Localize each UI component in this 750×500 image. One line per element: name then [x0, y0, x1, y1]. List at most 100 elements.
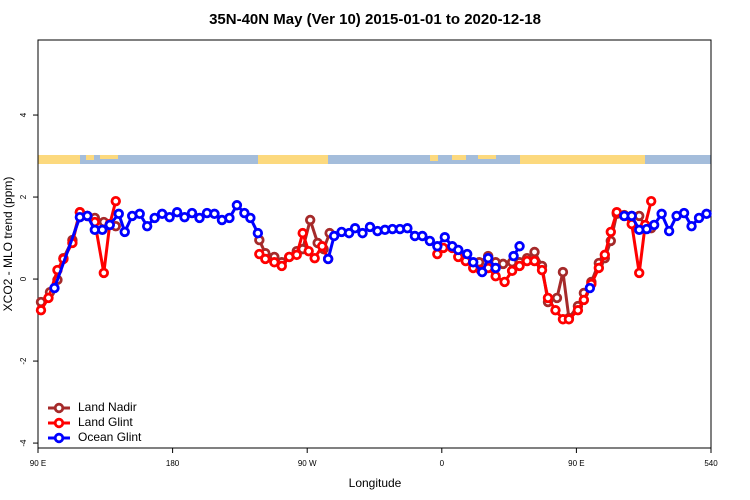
legend-marker — [53, 417, 65, 429]
legend-label: Ocean Glint — [78, 430, 142, 444]
point — [605, 226, 616, 238]
legend-marker — [53, 402, 65, 414]
point — [224, 212, 235, 224]
point — [529, 246, 540, 258]
point — [252, 227, 264, 239]
point — [656, 208, 667, 220]
point — [364, 221, 376, 233]
point — [508, 250, 519, 262]
point — [572, 305, 584, 316]
point — [171, 207, 183, 218]
land-ocean-stripe — [38, 155, 711, 164]
point — [497, 258, 509, 270]
chart-title: 35N-40N May (Ver 10) 2015-01-01 to 2020-… — [209, 11, 541, 28]
point — [593, 262, 605, 274]
series — [35, 207, 657, 324]
legend-marker — [53, 432, 65, 444]
point — [563, 314, 575, 325]
point — [49, 282, 60, 294]
x-axis-label: Longitude — [349, 476, 402, 490]
x-tick-label: 180 — [166, 459, 180, 468]
point — [476, 266, 488, 278]
point — [439, 232, 450, 243]
point — [432, 241, 443, 252]
point — [693, 212, 705, 224]
point — [164, 211, 175, 223]
point — [490, 270, 501, 282]
point — [82, 210, 93, 222]
point — [663, 225, 675, 237]
point — [231, 200, 243, 211]
point — [179, 211, 190, 223]
point — [97, 224, 108, 236]
point — [134, 208, 145, 220]
point — [557, 266, 569, 278]
point — [349, 223, 361, 234]
x-tick-label: 90 W — [298, 459, 317, 468]
point — [309, 252, 320, 264]
point — [149, 212, 160, 224]
point — [269, 257, 280, 268]
point — [98, 267, 110, 279]
series — [49, 200, 712, 294]
point — [119, 226, 130, 238]
point — [550, 305, 561, 316]
x-tick-label: 540 — [704, 459, 718, 468]
point — [276, 260, 287, 272]
y-tick-label: 0 — [19, 276, 28, 281]
x-tick-label: 0 — [440, 459, 445, 468]
point — [417, 230, 428, 242]
point — [402, 223, 413, 234]
point — [209, 208, 220, 220]
point — [584, 282, 596, 294]
point — [194, 212, 205, 224]
point — [634, 267, 645, 279]
point — [551, 292, 563, 304]
x-tick-label: 90 E — [30, 459, 46, 468]
point — [536, 264, 548, 276]
point — [645, 195, 657, 207]
point — [678, 207, 690, 219]
point — [291, 249, 302, 261]
point — [641, 223, 652, 235]
point — [468, 257, 479, 268]
point — [482, 252, 494, 264]
point — [686, 220, 697, 232]
point — [35, 305, 47, 316]
point — [701, 208, 712, 220]
point — [104, 219, 115, 231]
point — [141, 220, 153, 232]
point — [529, 255, 540, 267]
point — [260, 253, 271, 265]
point — [43, 292, 54, 304]
legend-label: Land Nadir — [78, 400, 137, 414]
y-tick-label: 2 — [19, 194, 28, 199]
point — [626, 210, 637, 222]
y-tick-label: -2 — [19, 357, 28, 365]
y-tick-label: -4 — [19, 439, 28, 447]
x-tick-label: 90 E — [568, 459, 584, 468]
point — [462, 248, 473, 260]
point — [611, 207, 622, 218]
point — [186, 207, 198, 219]
point — [453, 244, 464, 256]
point — [322, 253, 334, 265]
point — [514, 260, 525, 272]
legend-label: Land Glint — [78, 415, 133, 429]
point — [490, 262, 501, 274]
point — [303, 245, 314, 257]
point — [648, 219, 660, 231]
point — [506, 265, 518, 277]
point — [113, 208, 124, 220]
y-axis-label: XCO2 - MLO trend (ppm) — [1, 177, 15, 312]
point — [578, 294, 590, 306]
point — [297, 227, 308, 239]
point — [328, 230, 340, 242]
point — [499, 276, 510, 288]
point — [542, 292, 554, 304]
point — [304, 214, 316, 226]
point — [599, 249, 611, 261]
plot-frame — [37, 39, 712, 449]
